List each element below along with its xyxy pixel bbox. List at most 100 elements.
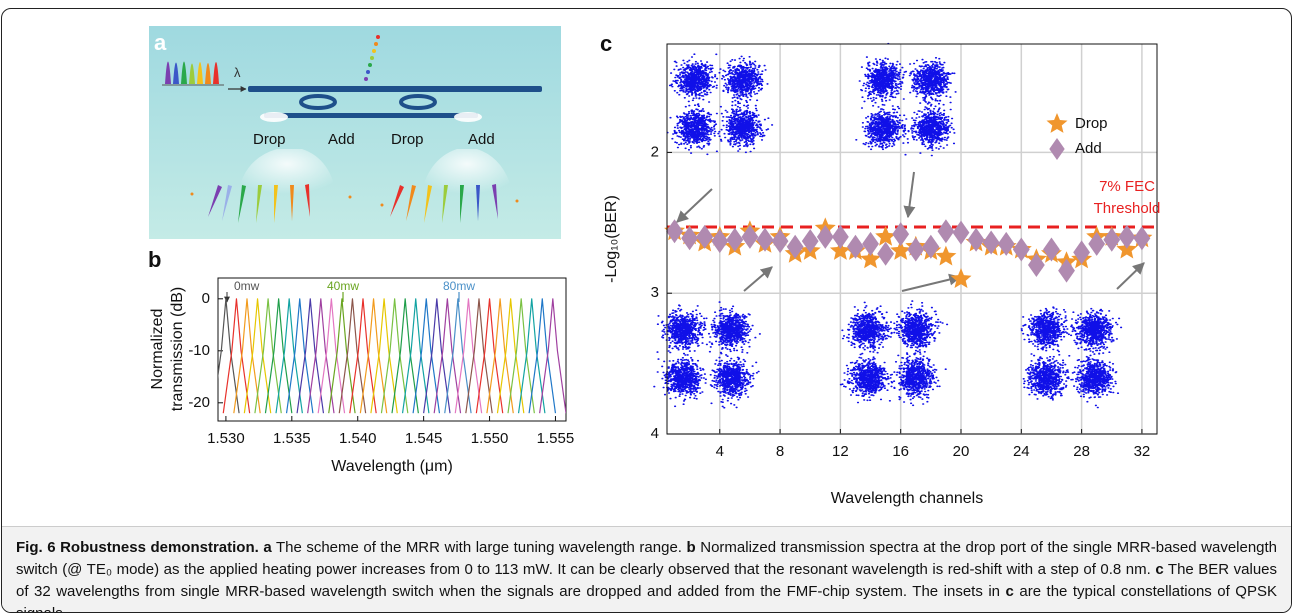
panel-a-background — [149, 26, 561, 239]
x-tick-label: 1.550 — [471, 430, 509, 447]
diamond-point — [741, 224, 759, 249]
caption-bold: b — [686, 539, 696, 556]
inset-arrow — [901, 273, 962, 292]
diamond-point — [847, 234, 864, 259]
x-tick-label: 28 — [1073, 443, 1090, 460]
y-axis-label: Normalized — [149, 309, 166, 390]
x-axis-label: Wavelength channels — [831, 490, 983, 507]
legend-label: Drop — [1075, 115, 1108, 132]
y-axis-label: -Log₁₀(BER) — [603, 195, 620, 283]
spectrum-line — [359, 298, 388, 414]
constellation-inset — [1020, 306, 1123, 409]
spectrum-line — [349, 298, 377, 414]
diamond-point — [681, 226, 699, 251]
x-tick-label: 16 — [892, 443, 909, 460]
spectrum-line — [507, 298, 535, 414]
y-tick-label: 2 — [651, 143, 659, 160]
caption-text: Normalized transmission spectra at the d… — [16, 539, 1278, 578]
inset-arrow — [903, 171, 916, 219]
panel-letter: b — [148, 247, 161, 272]
x-tick-label: 1.535 — [273, 430, 311, 447]
spectrum-line — [391, 298, 419, 414]
constellation-inset — [666, 53, 774, 156]
constellation-inset — [839, 300, 949, 407]
threshold-label: Threshold — [1094, 200, 1161, 217]
diamond-point — [786, 234, 804, 259]
x-tick-label: 32 — [1134, 443, 1151, 460]
wavelength-dots — [364, 35, 380, 81]
caption-text: are the typical constellations of QPSK s… — [16, 583, 1277, 612]
diamond-point — [1012, 237, 1030, 262]
spectrum-line — [264, 298, 293, 414]
diamond-point — [1103, 227, 1121, 252]
caption-text: Fig. 6 Robustness demonstration. a The s… — [16, 537, 1278, 612]
panel-a: a λ Drop Add Drop Add — [149, 26, 561, 239]
diamond-point — [831, 224, 849, 249]
spectrum-line — [338, 298, 367, 414]
y-axis-label: transmission (dB) — [169, 287, 186, 411]
diamond-point — [1058, 258, 1075, 283]
diamond-point — [922, 234, 940, 259]
y-tick-label: -20 — [188, 394, 210, 411]
spectrum-line — [307, 298, 335, 414]
diamond-point — [1043, 237, 1060, 262]
spectrum-line — [317, 298, 346, 414]
diamond-point — [862, 231, 879, 256]
lambda-label: λ — [234, 65, 241, 80]
diamond-point — [756, 227, 774, 252]
star-point — [935, 245, 957, 266]
spectrum-line — [412, 298, 441, 414]
inset-arrow — [743, 266, 773, 292]
bus-waveguide — [248, 86, 542, 92]
panel-letter: c — [600, 31, 612, 56]
spectrum-line — [370, 298, 398, 414]
inset-arrow — [1116, 262, 1145, 290]
spectrum-line — [243, 298, 272, 414]
spectrum-line — [401, 298, 430, 414]
port-label: Drop — [391, 131, 424, 148]
x-tick-label: 1.555 — [537, 430, 575, 447]
spectrum-line — [517, 298, 546, 414]
caption-text: The BER values of 32 wavelengths from si… — [16, 561, 1278, 600]
x-tick-label: 1.530 — [207, 430, 245, 447]
constellation-inset — [653, 301, 761, 409]
figure: a λ Drop Add Drop Add — [148, 26, 1161, 507]
panel-letter: a — [154, 30, 167, 55]
y-tick-label: -10 — [188, 342, 210, 359]
spectrum-line — [528, 298, 557, 414]
diamond-point — [711, 229, 729, 254]
diamond-point — [952, 220, 970, 245]
diamond-point — [816, 224, 834, 249]
diamond-point — [997, 231, 1015, 256]
diamond-point — [892, 222, 910, 247]
constellation-inset — [855, 42, 957, 157]
spectrum-line — [254, 298, 282, 414]
annotation: 40mw — [327, 279, 359, 293]
star-point — [860, 248, 881, 269]
spectrum-line — [475, 298, 504, 414]
spectrum-line — [218, 298, 240, 414]
diamond-point — [1027, 253, 1045, 278]
inset-arrow — [676, 188, 713, 223]
threshold-label: 7% FEC — [1099, 178, 1155, 195]
spectrum-line — [454, 298, 483, 414]
caption: Fig. 6 Robustness demonstration. a The s… — [2, 526, 1291, 612]
star-point — [829, 240, 851, 260]
x-tick-label: 1.540 — [339, 430, 377, 447]
port-label: Add — [328, 131, 355, 148]
spectrum-line — [423, 298, 451, 414]
spectrum-line — [465, 298, 493, 414]
star-point — [875, 225, 897, 246]
port-label: Drop — [253, 131, 286, 148]
star-point — [890, 240, 912, 260]
spectrum-line — [380, 298, 409, 414]
spectrum-line — [496, 298, 525, 414]
caption-text: The scheme of the MRR with large tuning … — [275, 539, 682, 556]
diamond-point — [1088, 231, 1106, 256]
x-tick-label: 1.545 — [405, 430, 443, 447]
y-tick-label: 4 — [651, 425, 659, 442]
x-axis-label: Wavelength (μm) — [331, 458, 453, 475]
axes-frame — [217, 277, 567, 422]
legend-symbol — [1049, 138, 1065, 160]
diamond-point — [696, 224, 714, 249]
